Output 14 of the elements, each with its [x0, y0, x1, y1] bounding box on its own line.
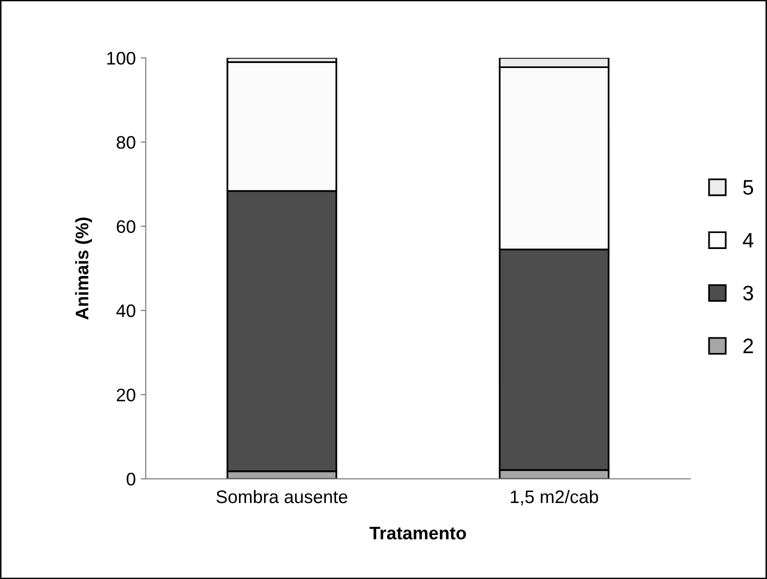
- x-tick-label: 1,5 m2/cab: [510, 490, 598, 506]
- legend-label: 4: [742, 233, 754, 248]
- y-tick-label: 20: [116, 388, 136, 402]
- legend-label: 2: [743, 338, 753, 354]
- y-tick-label: 100: [107, 52, 136, 65]
- y-tick-label: 40: [116, 304, 136, 318]
- y-tick-label: 0: [126, 472, 136, 486]
- legend-label: 5: [743, 180, 754, 195]
- legend-label: 3: [743, 286, 754, 300]
- x-axis-title: Tratamento: [370, 526, 466, 540]
- y-tick-label: 80: [116, 136, 136, 149]
- x-tick-label: Sombra ausente: [216, 490, 348, 504]
- y-tick-label: 60: [116, 220, 136, 233]
- y-axis-title: Animais (%): [75, 218, 92, 320]
